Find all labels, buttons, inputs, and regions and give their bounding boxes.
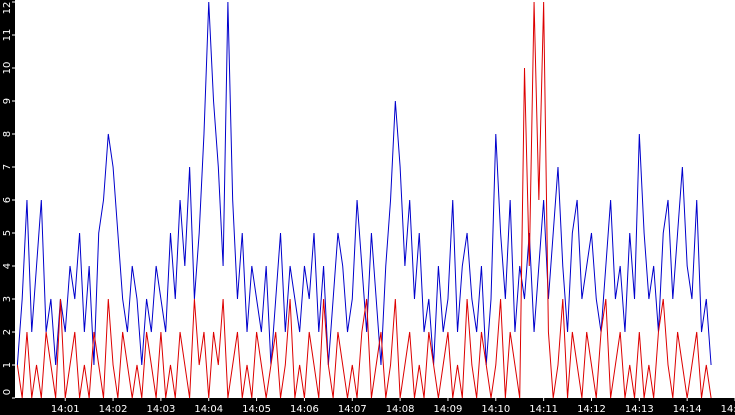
y-tick-label: 12 [2, 2, 13, 15]
x-tick-label: 14:11 [529, 404, 558, 415]
y-tick-label: 4 [2, 263, 13, 269]
y-tick-label: 8 [2, 131, 13, 137]
y-tick-label: 9 [2, 98, 13, 104]
x-tick-label: 14:02 [99, 404, 128, 415]
x-tick-label: 14:01 [51, 404, 80, 415]
x-tick-label: 14:06 [290, 404, 319, 415]
x-tick-label: 14:09 [434, 404, 463, 415]
x-tick-label: 14:14 [673, 404, 702, 415]
y-tick-label: 7 [2, 164, 13, 170]
y-tick-label: 6 [2, 197, 13, 203]
series-line [16, 1, 712, 399]
y-tick-label: 11 [2, 29, 13, 42]
x-tick-label: 14:15 [721, 404, 735, 415]
x-tick-label: 14:07 [338, 404, 367, 415]
x-tick-label: 14:04 [194, 404, 223, 415]
y-tick-label: 0 [2, 389, 13, 395]
y-tick-label: 3 [2, 296, 13, 302]
y-axis-strip [0, 0, 15, 415]
y-tick-label: 5 [2, 230, 13, 236]
x-tick-label: 14:08 [386, 404, 415, 415]
y-tick-label: 10 [2, 62, 13, 75]
y-tick-label: 2 [2, 329, 13, 335]
x-axis-strip [0, 398, 735, 415]
series-line [16, 1, 712, 366]
y-tick-label: 1 [2, 362, 13, 368]
x-tick-label: 14:13 [625, 404, 654, 415]
x-tick-label: 14:03 [146, 404, 175, 415]
x-tick-label: 14:10 [481, 404, 510, 415]
x-tick-label: 14:05 [242, 404, 271, 415]
x-tick-label: 14:12 [577, 404, 606, 415]
